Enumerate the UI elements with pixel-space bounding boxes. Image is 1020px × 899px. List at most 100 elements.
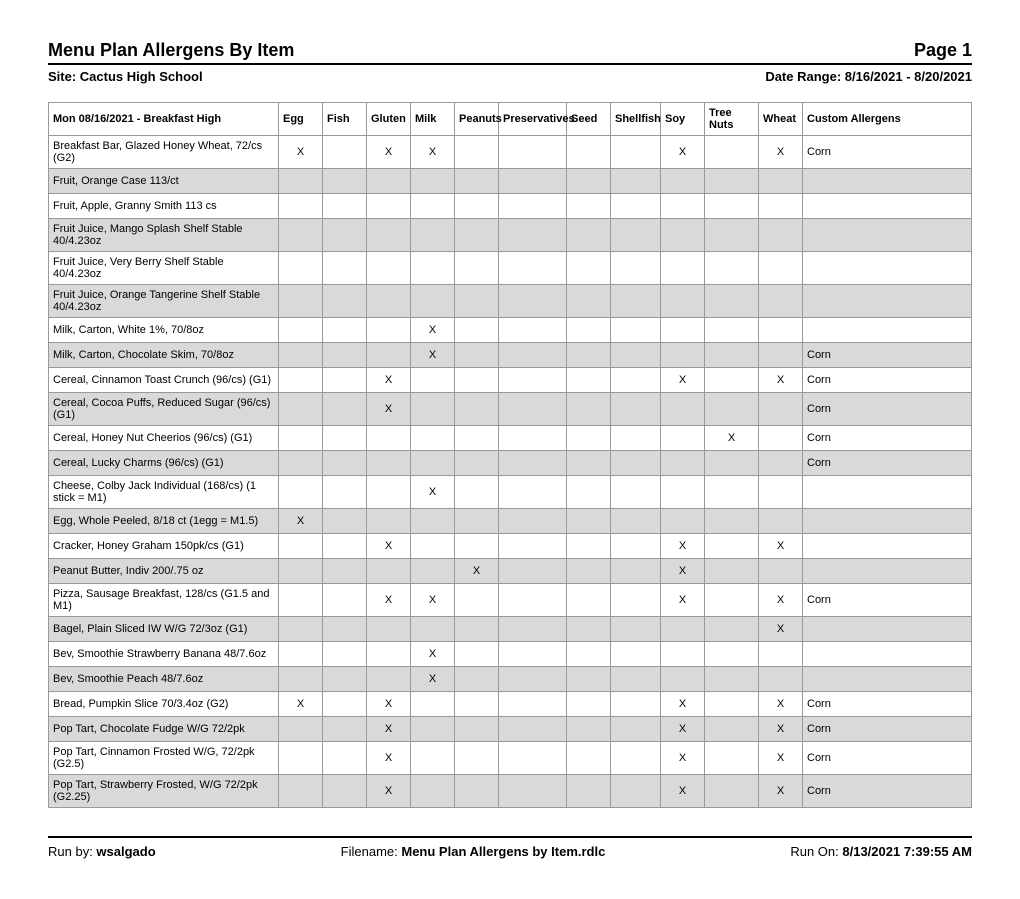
allergen-cell	[499, 642, 567, 667]
run-by-value: wsalgado	[96, 844, 155, 859]
allergen-cell	[567, 617, 611, 642]
header-col: Soy	[661, 103, 705, 136]
table-row: Pop Tart, Chocolate Fudge W/G 72/2pkXXXC…	[49, 717, 972, 742]
allergen-cell	[567, 169, 611, 194]
allergen-cell	[705, 717, 759, 742]
allergen-cell	[611, 169, 661, 194]
allergen-cell	[611, 642, 661, 667]
item-name-cell: Cereal, Cinnamon Toast Crunch (96/cs) (G…	[49, 368, 279, 393]
allergen-cell	[661, 451, 705, 476]
allergen-cell	[455, 136, 499, 169]
allergen-cell	[803, 219, 972, 252]
item-name-cell: Bev, Smoothie Strawberry Banana 48/7.6oz	[49, 642, 279, 667]
allergen-cell	[611, 509, 661, 534]
allergen-cell	[323, 775, 367, 808]
allergen-cell	[567, 285, 611, 318]
allergen-cell	[323, 617, 367, 642]
allergen-cell	[411, 717, 455, 742]
allergen-cell	[759, 667, 803, 692]
item-name-cell: Cereal, Cocoa Puffs, Reduced Sugar (96/c…	[49, 393, 279, 426]
allergen-cell: X	[661, 534, 705, 559]
allergen-cell	[279, 642, 323, 667]
allergen-cell: X	[759, 617, 803, 642]
allergen-cell	[323, 136, 367, 169]
allergen-cell	[455, 775, 499, 808]
allergen-cell	[499, 559, 567, 584]
item-name-cell: Pop Tart, Chocolate Fudge W/G 72/2pk	[49, 717, 279, 742]
allergen-cell: X	[759, 775, 803, 808]
allergen-cell: Corn	[803, 717, 972, 742]
report-title: Menu Plan Allergens By Item	[48, 40, 294, 61]
allergen-cell	[705, 285, 759, 318]
allergen-cell	[323, 252, 367, 285]
allergen-cell	[279, 194, 323, 219]
allergen-cell	[567, 642, 611, 667]
report-subheader: Site: Cactus High School Date Range: 8/1…	[48, 69, 972, 84]
allergen-cell: X	[367, 136, 411, 169]
allergen-cell	[499, 775, 567, 808]
table-row: Bev, Smoothie Strawberry Banana 48/7.6oz…	[49, 642, 972, 667]
item-name-cell: Fruit Juice, Mango Splash Shelf Stable 4…	[49, 219, 279, 252]
table-row: Cheese, Colby Jack Individual (168/cs) (…	[49, 476, 972, 509]
allergen-cell	[455, 393, 499, 426]
allergen-cell	[567, 692, 611, 717]
allergen-cell	[455, 742, 499, 775]
header-col: Gluten	[367, 103, 411, 136]
allergen-cell	[323, 426, 367, 451]
allergen-cell: X	[279, 692, 323, 717]
allergen-cell	[455, 169, 499, 194]
allergen-cell	[759, 169, 803, 194]
allergen-cell: X	[759, 742, 803, 775]
table-header-row: Mon 08/16/2021 - Breakfast High Egg Fish…	[49, 103, 972, 136]
allergen-cell	[567, 742, 611, 775]
allergen-cell	[759, 194, 803, 219]
allergen-cell	[803, 509, 972, 534]
allergen-cell	[705, 617, 759, 642]
allergen-cell	[759, 318, 803, 343]
allergen-cell	[567, 584, 611, 617]
allergen-cell	[411, 426, 455, 451]
allergen-cell	[411, 559, 455, 584]
allergen-cell	[455, 451, 499, 476]
item-name-cell: Cracker, Honey Graham 150pk/cs (G1)	[49, 534, 279, 559]
allergen-cell	[759, 476, 803, 509]
allergen-cell	[455, 368, 499, 393]
allergen-cell	[367, 219, 411, 252]
allergen-cell	[611, 584, 661, 617]
allergen-cell	[323, 559, 367, 584]
allergen-cell	[367, 169, 411, 194]
table-row: Pop Tart, Strawberry Frosted, W/G 72/2pk…	[49, 775, 972, 808]
allergen-cell	[611, 393, 661, 426]
allergen-cell	[455, 642, 499, 667]
allergen-cell	[367, 451, 411, 476]
allergen-cell	[803, 318, 972, 343]
allergen-cell	[499, 451, 567, 476]
allergen-cell	[279, 742, 323, 775]
allergen-cell	[661, 194, 705, 219]
allergen-cell	[367, 252, 411, 285]
allergen-cell	[567, 717, 611, 742]
allergen-cell	[567, 667, 611, 692]
allergen-cell: X	[759, 136, 803, 169]
allergen-cell	[367, 617, 411, 642]
allergen-cell	[499, 136, 567, 169]
allergen-cell	[611, 476, 661, 509]
item-name-cell: Pop Tart, Strawberry Frosted, W/G 72/2pk…	[49, 775, 279, 808]
allergen-cell	[323, 692, 367, 717]
site-label: Site: Cactus High School	[48, 69, 203, 84]
allergen-cell	[611, 343, 661, 368]
allergen-cell	[411, 692, 455, 717]
allergen-cell	[759, 343, 803, 368]
allergen-cell: X	[367, 742, 411, 775]
table-row: Fruit Juice, Orange Tangerine Shelf Stab…	[49, 285, 972, 318]
item-name-cell: Cheese, Colby Jack Individual (168/cs) (…	[49, 476, 279, 509]
run-by: Run by: wsalgado	[48, 844, 156, 859]
table-row: Cereal, Cinnamon Toast Crunch (96/cs) (G…	[49, 368, 972, 393]
allergen-cell	[567, 559, 611, 584]
allergen-cell	[279, 559, 323, 584]
allergen-cell	[611, 285, 661, 318]
allergen-cell	[705, 318, 759, 343]
allergen-cell	[611, 136, 661, 169]
allergen-cell	[567, 136, 611, 169]
allergen-cell: Corn	[803, 343, 972, 368]
